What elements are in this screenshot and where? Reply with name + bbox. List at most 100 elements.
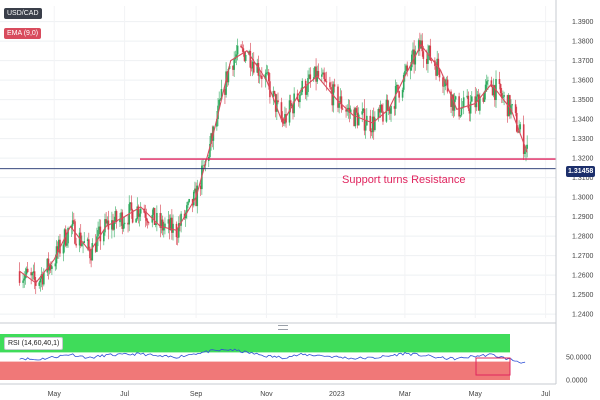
candle-body (487, 80, 489, 82)
candle-body (372, 116, 375, 131)
candle-body (306, 92, 308, 95)
candle-body (169, 217, 172, 231)
candle-body (274, 93, 277, 112)
candle-body (522, 124, 525, 154)
candle-body (148, 222, 150, 224)
ema-line (19, 43, 528, 284)
candle-body (405, 65, 407, 72)
candle-body (32, 271, 35, 274)
candle-body (515, 112, 518, 132)
candle-body (467, 95, 470, 109)
candle-body (114, 211, 117, 223)
candle-body (411, 54, 413, 68)
rsi-y-tick-label: 0.0000 (566, 378, 588, 385)
candle-body (46, 258, 49, 273)
y-tick-label: 1.2800 (572, 234, 594, 241)
candle-body (112, 220, 114, 230)
candle-body (188, 198, 190, 202)
candle-body (308, 74, 310, 79)
y-tick-label: 1.3300 (572, 136, 594, 143)
candle-body (452, 94, 455, 111)
candle-body (264, 74, 267, 79)
candle-body (171, 217, 173, 233)
candle-body (129, 202, 132, 205)
x-tick-label: May (469, 391, 483, 398)
candle-body (67, 227, 69, 244)
candle-body (462, 97, 465, 108)
x-tick-label: Mar (399, 391, 412, 398)
candle-body (479, 97, 481, 111)
candle-body (26, 268, 29, 273)
candle-body (398, 91, 400, 98)
candle-body (404, 71, 406, 75)
candle-body (243, 51, 246, 62)
candle-body (292, 104, 294, 114)
candle-body (267, 72, 270, 82)
candle-body (386, 99, 389, 111)
candle-body (389, 108, 391, 114)
candle-body (276, 100, 278, 112)
candle-body (370, 131, 373, 133)
candle-body (172, 223, 174, 233)
candle-body (314, 66, 316, 78)
candle-body (444, 80, 447, 87)
candle-body (494, 85, 496, 101)
candle-body (248, 51, 250, 55)
candle-body (199, 185, 202, 190)
candle-body (51, 266, 53, 269)
rsi-line (19, 348, 526, 364)
candle-body (428, 45, 430, 53)
rsi-oversold-zone (0, 361, 510, 380)
candle-body (227, 68, 230, 83)
candle-body (519, 124, 522, 130)
y-tick-label: 1.3900 (572, 19, 594, 26)
candle-body (355, 108, 358, 113)
candle-body (96, 236, 98, 252)
candle-body (83, 241, 86, 244)
candle-body (297, 99, 300, 103)
candle-body (105, 219, 107, 224)
candle-body (499, 84, 502, 94)
candle-body (273, 91, 276, 94)
candle-body (131, 210, 134, 223)
candle-body (240, 45, 242, 48)
candle-body (58, 239, 60, 253)
candle-body (446, 79, 449, 92)
x-tick-label: Jul (541, 391, 550, 398)
candle-body (209, 143, 211, 157)
candle-body (180, 213, 182, 226)
candle-body (103, 232, 105, 242)
candle-body (299, 94, 301, 103)
candle-body (458, 96, 460, 117)
x-tick-label: Jul (120, 391, 129, 398)
candle-body (24, 274, 27, 279)
candle-body (451, 94, 453, 107)
candle-body (98, 226, 101, 231)
candle-body (427, 52, 429, 64)
candle-body (62, 244, 65, 254)
panel-resize-handle[interactable] (278, 325, 288, 330)
candle-body (161, 219, 164, 231)
candle-body (503, 95, 505, 97)
candle-body (426, 58, 428, 64)
candle-body (491, 86, 494, 96)
candle-body (261, 75, 263, 79)
candle-body (374, 118, 376, 131)
candle-body (250, 67, 253, 69)
candle-body (31, 273, 34, 276)
candle-body (49, 265, 52, 269)
candle-body (106, 220, 109, 224)
candle-body (121, 212, 124, 229)
candle-body (371, 116, 374, 133)
candle-body (437, 58, 440, 69)
candle-body (364, 125, 367, 131)
candle-body (430, 60, 433, 61)
candle-body (25, 268, 28, 275)
candle-body (277, 100, 279, 103)
support-annotation: Support turns Resistance (342, 174, 466, 186)
candle-body (220, 89, 223, 100)
candle-body (378, 109, 381, 113)
candle-body (390, 106, 392, 114)
y-tick-label: 1.2700 (572, 253, 594, 260)
